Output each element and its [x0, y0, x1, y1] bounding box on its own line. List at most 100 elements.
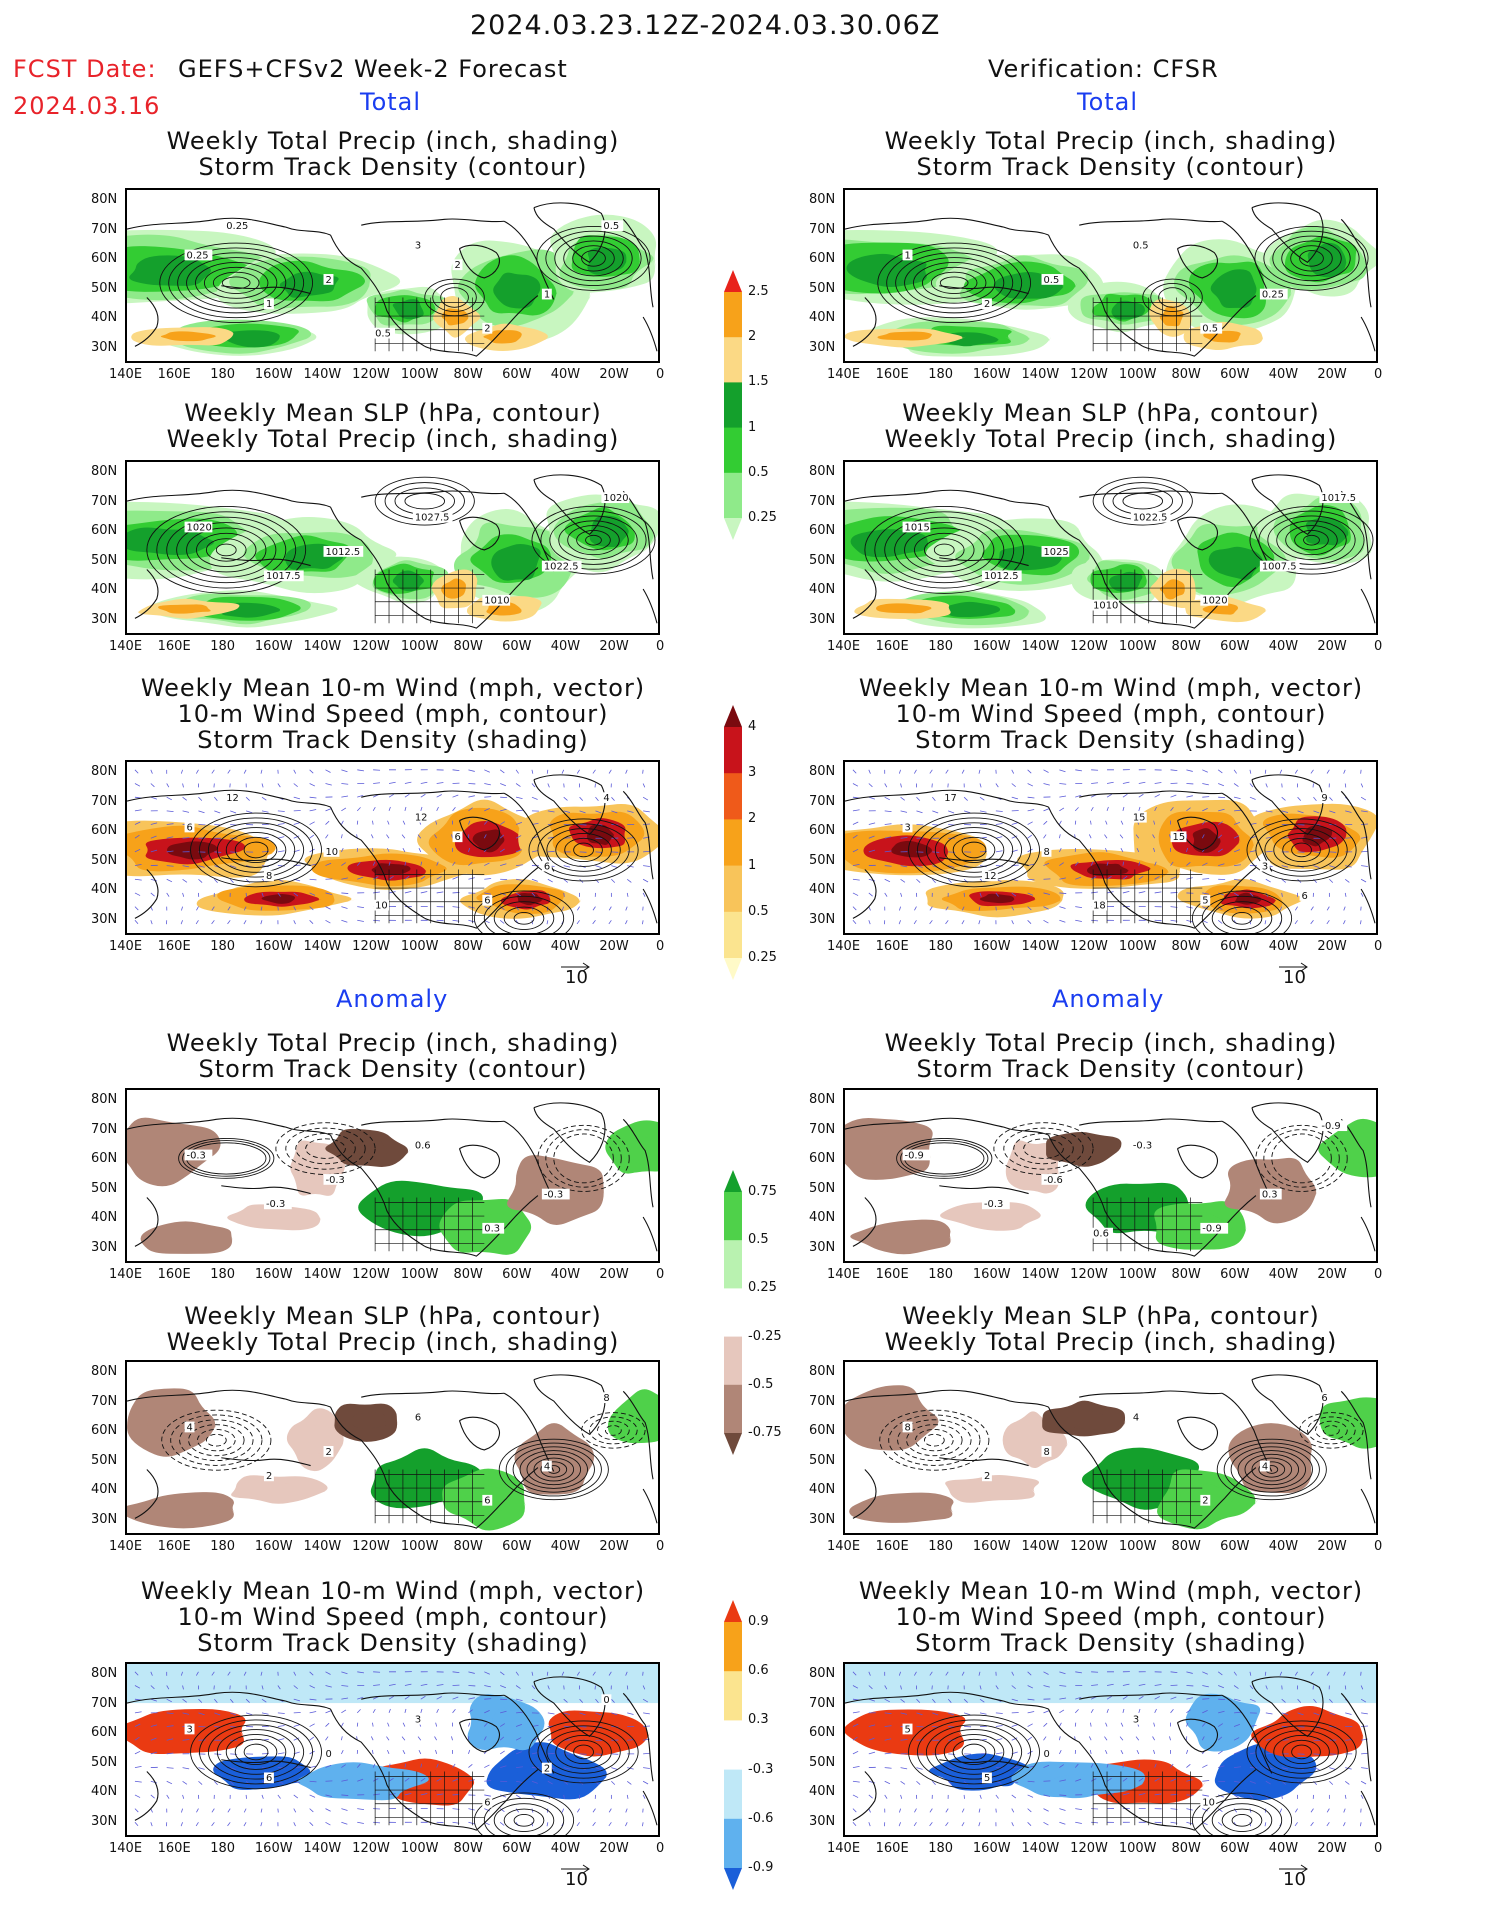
precip-anom-core-1: [256, 1210, 303, 1225]
storm-shade-core-0: [167, 841, 220, 860]
lon-label: 160E: [157, 1841, 191, 1856]
lon-label: 100W: [1118, 1539, 1157, 1554]
lon-label: 180: [928, 639, 954, 654]
contour-label-bg: [482, 1222, 505, 1234]
lon-label: 160E: [875, 1539, 909, 1554]
lat-label: 60N: [91, 1151, 118, 1166]
lon-label: 40W: [550, 639, 581, 654]
wind-speed-contours-a: [190, 812, 322, 888]
wind-speed-contours-b: [528, 818, 639, 882]
contour-label-bg: [981, 1772, 992, 1784]
panel-title-line: Storm Track Density (shading): [915, 1629, 1307, 1657]
precip-anom-core-3: [1116, 1464, 1176, 1494]
panel-title-line: Weekly Total Precip (inch, shading): [884, 1029, 1338, 1057]
precip-anom-core-7: [147, 1404, 191, 1437]
contour-label: 6: [484, 1798, 490, 1809]
colorbar-segment: [724, 1240, 742, 1289]
lon-label: 0: [656, 1841, 665, 1856]
lat-label: 60N: [809, 1423, 836, 1438]
contour-label-bg: [482, 594, 511, 606]
lat-label: 60N: [91, 523, 118, 538]
contour-label: 3: [415, 241, 421, 252]
panel-title-line: Weekly Total Precip (inch, shading): [884, 425, 1338, 453]
slp-anom-contours-solid: [1216, 1438, 1327, 1501]
slp-contours-a: [146, 506, 307, 594]
contour-label: 0.3: [1262, 1190, 1278, 1201]
colorbar-label: 0.25: [748, 1280, 777, 1296]
colorbar-segment: [724, 472, 742, 519]
fcst-date-label: FCST Date:: [13, 55, 157, 83]
contour-label-bg: [902, 1723, 913, 1735]
coastline-outlines: [127, 1102, 658, 1257]
lat-label: 40N: [809, 310, 836, 325]
colorbar-segment: [724, 1384, 742, 1434]
lon-label: 160W: [972, 939, 1011, 954]
lat-label: 50N: [809, 852, 836, 868]
contour-label-bg: [263, 870, 274, 882]
lat-label: 70N: [91, 493, 118, 509]
lat-label: 80N: [809, 1092, 836, 1107]
lat-label: 30N: [91, 339, 118, 355]
precip-shade-very-high-1: [441, 308, 470, 326]
contour-label-bg: [184, 249, 213, 261]
colorbar-label: -0.5: [748, 1376, 774, 1392]
storm-anom-core-3: [1239, 1757, 1299, 1793]
contour-label: 1025: [1044, 547, 1069, 558]
lon-label: 160E: [875, 639, 909, 654]
colorbar-label: 0.25: [748, 950, 777, 965]
precip-shade-heavy-4: [589, 515, 631, 548]
panel-title-line: Weekly Total Precip (inch, shading): [166, 127, 620, 155]
panel-title-line: Weekly Mean 10-m Wind (mph, vector): [140, 1577, 646, 1605]
contour-label-bg: [323, 1446, 334, 1457]
contour-label-bg: [1041, 274, 1064, 285]
anom-shade-band: [845, 1664, 1376, 1704]
precip-shade-very-high-0: [160, 331, 218, 342]
panel-title-line: Weekly Total Precip (inch, shading): [884, 1328, 1338, 1356]
contour-label-bg: [1041, 846, 1052, 857]
contour-label-bg: [263, 570, 304, 582]
colorbar-segment: [724, 337, 742, 383]
contour-label: 6: [484, 896, 490, 907]
lon-label: 140E: [827, 1539, 861, 1554]
colorbar-segment: [724, 727, 742, 774]
contour-label: 6: [455, 832, 461, 843]
contour-label-bg: [541, 1762, 552, 1774]
lon-label: 140E: [109, 1267, 143, 1282]
contour-label: 15: [1133, 813, 1146, 824]
lat-label: 30N: [809, 1239, 836, 1255]
contour-label-bg: [184, 1421, 195, 1433]
lat-label: 50N: [91, 1180, 118, 1196]
lon-label: 60W: [1220, 1267, 1250, 1282]
coastline-outlines: [127, 774, 658, 929]
lon-label: 60W: [502, 939, 532, 954]
state-borders: [1092, 1771, 1203, 1826]
precip-anom-core-8: [1065, 1410, 1107, 1430]
precip-shade-heavy-0: [846, 253, 928, 287]
panel-title-line: Weekly Total Precip (inch, shading): [884, 127, 1338, 155]
lon-label: 120W: [1070, 1267, 1108, 1282]
slp-contours-b: [531, 505, 656, 575]
lon-label: 20W: [1317, 1841, 1347, 1856]
precip-shade-heavy-0: [850, 529, 929, 558]
contour-label: 2: [266, 1471, 272, 1482]
contour-label: 1010: [1093, 601, 1118, 612]
contour-label-bg: [1091, 599, 1119, 611]
vector-ref-arrow-icon: [561, 1859, 591, 1874]
contour-label-bg: [1200, 1222, 1229, 1234]
colorbar-label: -0.3: [748, 1761, 774, 1777]
lon-label: 40W: [1268, 1841, 1299, 1856]
storm-density-contours-c: [1142, 278, 1203, 317]
contour-label-bg: [452, 259, 463, 271]
contour-label-bg: [412, 1139, 435, 1151]
lon-label: 140W: [1021, 1539, 1060, 1554]
precip-anom-core-0: [875, 1227, 935, 1246]
contour-label: 5: [905, 1724, 911, 1735]
contour-label-bg: [323, 846, 340, 857]
wind-speed-contours-b: [1246, 818, 1357, 882]
wind-speed-contours-b: [1246, 1720, 1357, 1784]
lon-label: 20W: [1317, 939, 1347, 954]
map-svg-p5: 6 8 10 12 6 6 4 10 12 6: [127, 769, 658, 933]
lon-label: 100W: [1118, 367, 1157, 382]
contour-label: 6: [1321, 1393, 1327, 1404]
vector-ref-label: 10: [1283, 1869, 1306, 1890]
